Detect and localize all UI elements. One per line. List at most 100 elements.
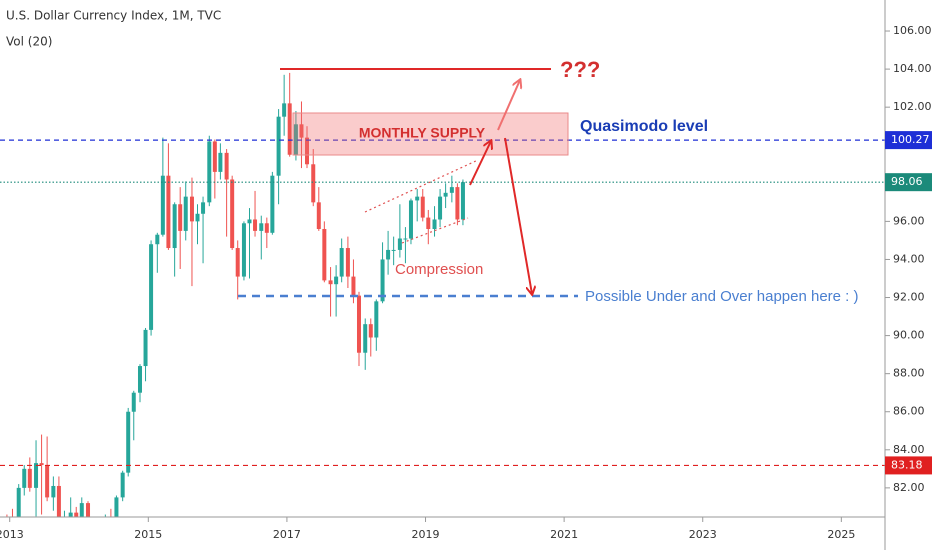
candle-body bbox=[397, 238, 402, 250]
candle-body bbox=[460, 182, 465, 220]
x-tick-label: 2013 bbox=[0, 528, 24, 541]
candle-body bbox=[241, 223, 246, 277]
candle-body bbox=[293, 124, 298, 155]
candle-body bbox=[79, 503, 84, 517]
arrow-up-extended bbox=[497, 80, 520, 131]
candle-body bbox=[276, 116, 281, 176]
candle-body bbox=[39, 463, 44, 466]
candle-body bbox=[172, 204, 177, 249]
candle-body bbox=[408, 200, 413, 239]
candle-body bbox=[212, 141, 217, 172]
candle-body bbox=[114, 497, 119, 517]
y-tick-label: 94.00 bbox=[893, 252, 925, 265]
candle-body bbox=[74, 512, 79, 517]
candle-body bbox=[86, 503, 91, 517]
plot-area bbox=[0, 72, 885, 517]
candle-body bbox=[356, 295, 361, 353]
candle-body bbox=[183, 196, 188, 231]
x-tick-label: 2025 bbox=[827, 528, 855, 541]
x-tick-label: 2021 bbox=[550, 528, 578, 541]
quasimodo-label: Quasimodo level bbox=[580, 118, 708, 135]
y-tick-label: 88.00 bbox=[893, 367, 925, 380]
candle-body bbox=[16, 487, 21, 517]
candle-body bbox=[230, 179, 235, 249]
price-level-label: 98.06 bbox=[891, 175, 923, 188]
candle-body bbox=[455, 187, 460, 220]
candle-body bbox=[282, 103, 287, 117]
candle-body bbox=[287, 103, 292, 155]
x-tick-label: 2017 bbox=[273, 528, 301, 541]
candle-body bbox=[253, 219, 258, 231]
candle-body bbox=[270, 175, 275, 233]
price-level-label: 100.27 bbox=[891, 133, 930, 146]
candle-body bbox=[386, 249, 391, 260]
candle-body bbox=[426, 217, 431, 229]
y-tick-label: 86.00 bbox=[893, 405, 925, 418]
y-tick-label: 104.00 bbox=[893, 62, 932, 75]
candle-body bbox=[443, 192, 448, 197]
y-tick-label: 84.00 bbox=[893, 443, 925, 456]
candle-body bbox=[166, 175, 171, 249]
candle-body bbox=[305, 137, 310, 165]
y-tick-label: 90.00 bbox=[893, 329, 925, 342]
candle-body bbox=[374, 301, 379, 338]
candle-body bbox=[328, 280, 333, 285]
candle-body bbox=[195, 213, 200, 222]
candle-body bbox=[131, 392, 136, 412]
wedge-top bbox=[364, 159, 479, 213]
chart-subtitle: Vol (20) bbox=[6, 35, 52, 49]
compression-label: Compression bbox=[395, 261, 483, 278]
y-tick-label: 96.00 bbox=[893, 214, 925, 227]
candle-body bbox=[178, 204, 183, 231]
candle-body bbox=[334, 276, 339, 285]
candle-body bbox=[415, 196, 420, 201]
candle-body bbox=[45, 465, 50, 498]
candle-body bbox=[259, 223, 264, 231]
candle-body bbox=[264, 223, 269, 233]
arrow-down bbox=[504, 137, 532, 294]
candle-body bbox=[224, 152, 229, 180]
y-tick-label: 106.00 bbox=[893, 24, 932, 37]
candle-body bbox=[126, 411, 131, 473]
candle-body bbox=[235, 248, 240, 277]
y-tick-label: 102.00 bbox=[893, 100, 932, 113]
x-tick-label: 2023 bbox=[689, 528, 717, 541]
x-tick-label: 2015 bbox=[134, 528, 162, 541]
candle-body bbox=[51, 485, 56, 498]
candle-body bbox=[438, 196, 443, 220]
candle-body bbox=[322, 228, 327, 281]
question-label: ??? bbox=[560, 57, 600, 82]
price-level-tag bbox=[885, 131, 932, 150]
possible-label: Possible Under and Over happen here : ) bbox=[585, 288, 859, 305]
candle-body bbox=[311, 164, 316, 203]
x-tick-label: 2019 bbox=[412, 528, 440, 541]
wedge-bottom bbox=[401, 217, 469, 244]
candle-body bbox=[368, 324, 373, 338]
candle-body bbox=[420, 196, 425, 218]
supply-zone bbox=[292, 112, 569, 156]
candle-body bbox=[189, 196, 194, 222]
drawings: MONTHLY SUPPLY ??? Quasimodo level Compr… bbox=[238, 57, 859, 305]
candle-body bbox=[34, 463, 39, 488]
price-level-tag bbox=[885, 456, 932, 475]
candle-body bbox=[449, 187, 454, 193]
candle-body bbox=[56, 485, 61, 517]
candle-body bbox=[149, 244, 154, 330]
price-level-tag bbox=[885, 173, 932, 192]
supply-label: MONTHLY SUPPLY bbox=[359, 125, 486, 141]
candle-body bbox=[22, 468, 27, 488]
candle-body bbox=[351, 276, 356, 296]
candle-body bbox=[345, 248, 350, 277]
candle-body bbox=[143, 329, 148, 367]
candle-body bbox=[27, 468, 32, 488]
candle-body bbox=[68, 512, 73, 517]
candle-body bbox=[247, 219, 252, 224]
y-tick-label: 82.00 bbox=[893, 481, 925, 494]
candle-body bbox=[391, 249, 396, 251]
candle-body bbox=[120, 472, 125, 498]
candle-body bbox=[403, 238, 408, 240]
candle-body bbox=[160, 175, 165, 235]
candle-body bbox=[432, 219, 437, 229]
